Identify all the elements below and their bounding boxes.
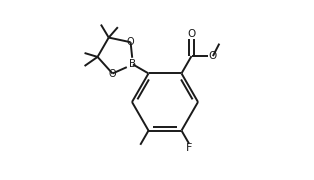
Text: F: F	[186, 143, 192, 153]
Text: O: O	[187, 29, 196, 39]
Text: O: O	[208, 51, 216, 61]
Text: O: O	[127, 37, 134, 47]
Text: B: B	[129, 59, 137, 69]
Text: O: O	[109, 69, 116, 78]
